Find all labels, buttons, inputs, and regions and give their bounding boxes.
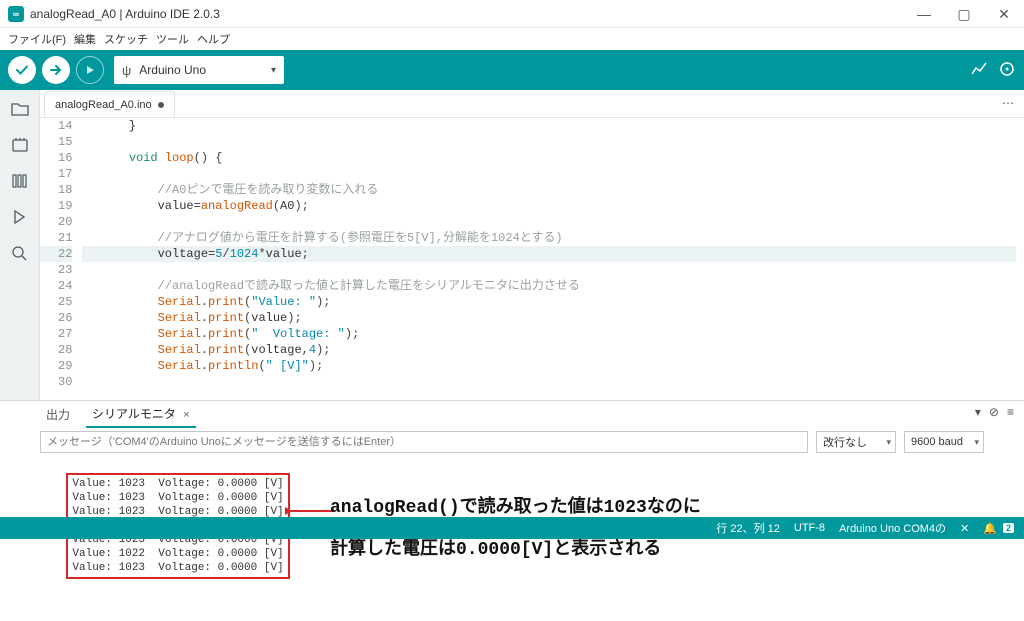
- file-tab-name: analogRead_A0.ino: [55, 99, 152, 111]
- arrow-right-icon: [49, 63, 63, 77]
- menu-edit[interactable]: 編集: [74, 31, 96, 47]
- annotation-line1: analogRead()で読み取った値は1023なのに: [330, 501, 701, 515]
- tab-overflow-icon[interactable]: ⋯: [1002, 96, 1016, 110]
- line-ending-select[interactable]: 改行なし: [816, 431, 896, 453]
- left-sidebar: [0, 90, 40, 400]
- serial-monitor-icon[interactable]: [998, 60, 1016, 81]
- library-icon[interactable]: [9, 170, 31, 192]
- baud-rate-label: 9600 baud: [911, 436, 963, 448]
- window-titlebar: ∞ analogRead_A0 | Arduino IDE 2.0.3 — ▢ …: [0, 0, 1024, 28]
- menu-help[interactable]: ヘルプ: [197, 31, 230, 47]
- panel-clear-icon[interactable]: ⊘: [989, 405, 999, 419]
- tab-output[interactable]: 出力: [40, 402, 76, 427]
- menu-sketch[interactable]: スケッチ: [104, 31, 148, 47]
- bottom-panel-tabs: 出力 シリアルモニタ × ▾ ⊘ ≡: [0, 401, 1024, 427]
- serial-input-row: 改行なし 9600 baud: [0, 427, 1024, 457]
- menu-file[interactable]: ファイル(F): [8, 31, 66, 47]
- status-board-port[interactable]: Arduino Uno COM4の: [839, 520, 946, 536]
- menu-bar: ファイル(F) 編集 スケッチ ツール ヘルプ: [0, 28, 1024, 50]
- file-tab[interactable]: analogRead_A0.ino: [44, 91, 175, 117]
- modified-dot-icon: [158, 102, 164, 108]
- panel-copy-icon[interactable]: ≡: [1007, 405, 1014, 419]
- maximize-button[interactable]: ▢: [944, 0, 984, 28]
- toolbar: ψ Arduino Uno ▾: [0, 50, 1024, 90]
- tab-serial-monitor[interactable]: シリアルモニタ ×: [86, 401, 196, 428]
- chevron-down-icon: ▾: [271, 65, 276, 76]
- baud-rate-select[interactable]: 9600 baud: [904, 431, 984, 453]
- board-name: Arduino Uno: [139, 63, 206, 77]
- check-icon: [15, 63, 29, 77]
- panel-minimize-icon[interactable]: ▾: [975, 405, 981, 419]
- editor-area: analogRead_A0.ino ⋯ 14151617181920212223…: [40, 90, 1024, 400]
- usb-icon: ψ: [122, 63, 131, 78]
- status-close-icon[interactable]: ✕: [960, 522, 969, 535]
- main-area: analogRead_A0.ino ⋯ 14151617181920212223…: [0, 90, 1024, 400]
- plotter-icon[interactable]: [970, 60, 988, 81]
- search-icon[interactable]: [9, 242, 31, 264]
- editor-tabstrip: analogRead_A0.ino ⋯: [40, 90, 1024, 118]
- bell-icon: 🔔: [983, 522, 997, 535]
- minimize-button[interactable]: —: [904, 0, 944, 28]
- tab-serial-monitor-label: シリアルモニタ: [92, 407, 176, 421]
- status-cursor: 行 22、列 12: [716, 520, 780, 536]
- window-title: analogRead_A0 | Arduino IDE 2.0.3: [30, 7, 220, 21]
- notification-count: 2: [1003, 523, 1014, 533]
- bottom-panel: 出力 シリアルモニタ × ▾ ⊘ ≡ 改行なし 9600 baud Value:…: [0, 400, 1024, 580]
- line-ending-label: 改行なし: [823, 434, 867, 450]
- annotation-line2: 計算した電圧は0.0000[V]と表示される: [330, 543, 701, 557]
- folder-icon[interactable]: [9, 98, 31, 120]
- board-selector[interactable]: ψ Arduino Uno ▾: [114, 56, 284, 84]
- code-editor[interactable]: 1415161718192021222324252627282930 } voi…: [40, 118, 1024, 400]
- close-icon[interactable]: ×: [183, 409, 189, 421]
- status-bar: 行 22、列 12 UTF-8 Arduino Uno COM4の ✕ 🔔2: [0, 517, 1024, 539]
- serial-message-input[interactable]: [40, 431, 808, 453]
- verify-button[interactable]: [8, 56, 36, 84]
- serial-output: Value: 1023 Voltage: 0.0000 [V] Value: 1…: [40, 459, 984, 621]
- play-icon: [84, 64, 96, 76]
- status-encoding: UTF-8: [794, 522, 825, 534]
- menu-tools[interactable]: ツール: [156, 31, 189, 47]
- status-notifications[interactable]: 🔔2: [983, 522, 1014, 535]
- close-button[interactable]: ✕: [984, 0, 1024, 28]
- debug-button[interactable]: [76, 56, 104, 84]
- app-icon: ∞: [8, 6, 24, 22]
- boards-icon[interactable]: [9, 134, 31, 156]
- debug-sidebar-icon[interactable]: [9, 206, 31, 228]
- upload-button[interactable]: [42, 56, 70, 84]
